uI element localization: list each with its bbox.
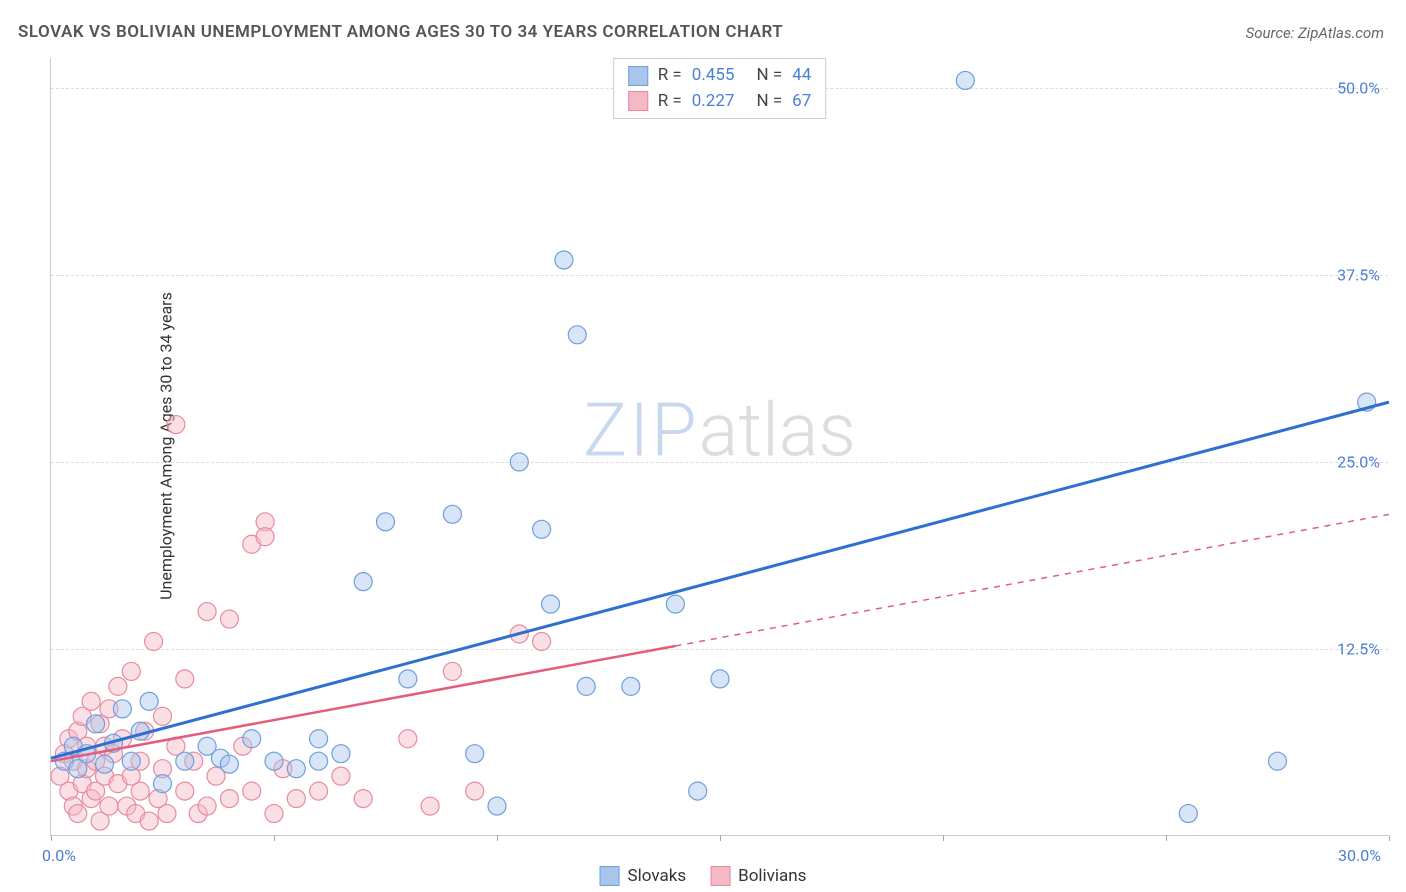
legend-item-bolivians: Bolivians — [710, 866, 806, 886]
data-point — [510, 453, 528, 471]
data-point — [220, 755, 238, 773]
data-point — [287, 760, 305, 778]
data-point — [158, 805, 176, 823]
data-point — [220, 610, 238, 628]
data-point — [399, 670, 417, 688]
data-point — [154, 775, 172, 793]
data-point — [377, 513, 395, 531]
data-point — [443, 662, 461, 680]
legend-label-slovaks: Slovaks — [628, 866, 687, 886]
stats-n-label: N = — [756, 63, 782, 89]
data-point — [310, 730, 328, 748]
data-point — [1269, 752, 1287, 770]
data-point — [310, 782, 328, 800]
data-point — [113, 700, 131, 718]
data-point — [542, 595, 560, 613]
chart-title: SLOVAK VS BOLIVIAN UNEMPLOYMENT AMONG AG… — [18, 22, 783, 42]
data-point — [140, 812, 158, 830]
data-point — [145, 633, 163, 651]
data-point — [122, 662, 140, 680]
trend-line — [51, 402, 1389, 758]
data-point — [488, 797, 506, 815]
data-point — [622, 677, 640, 695]
data-point — [443, 505, 461, 523]
data-point — [243, 730, 261, 748]
chart-container: SLOVAK VS BOLIVIAN UNEMPLOYMENT AMONG AG… — [0, 0, 1406, 892]
data-point — [421, 797, 439, 815]
data-point — [332, 745, 350, 763]
data-point — [140, 692, 158, 710]
data-point — [689, 782, 707, 800]
legend: Slovaks Bolivians — [600, 866, 807, 886]
data-point — [69, 805, 87, 823]
data-point — [82, 692, 100, 710]
data-point — [96, 755, 114, 773]
data-point — [176, 670, 194, 688]
x-min-label: 0.0% — [42, 846, 76, 865]
trend-line-dashed — [675, 514, 1389, 646]
plot-area: ZIPatlas 12.5%25.0%37.5%50.0% R = 0.455 … — [50, 58, 1388, 836]
stats-r-label: R = — [658, 63, 682, 89]
stats-row-slovaks: R = 0.455 N = 44 — [628, 63, 812, 89]
source-attribution: Source: ZipAtlas.com — [1246, 24, 1384, 42]
legend-swatch-bolivians — [710, 866, 730, 886]
data-point — [555, 251, 573, 269]
data-point — [122, 752, 140, 770]
data-point — [466, 745, 484, 763]
data-point — [176, 752, 194, 770]
data-point — [198, 797, 216, 815]
stats-n-label2: N = — [756, 89, 782, 115]
x-max-label: 30.0% — [1338, 846, 1381, 865]
data-point — [533, 520, 551, 538]
data-point — [568, 326, 586, 344]
data-point — [176, 782, 194, 800]
data-point — [100, 797, 118, 815]
stats-row-bolivians: R = 0.227 N = 67 — [628, 89, 812, 115]
data-point — [87, 715, 105, 733]
data-point — [109, 677, 127, 695]
data-point — [1179, 805, 1197, 823]
data-point — [666, 595, 684, 613]
data-point — [265, 752, 283, 770]
data-point — [354, 790, 372, 808]
data-point — [399, 730, 417, 748]
data-point — [220, 790, 238, 808]
legend-item-slovaks: Slovaks — [600, 866, 687, 886]
stats-r-label2: R = — [658, 89, 682, 115]
data-point — [956, 71, 974, 89]
stats-r-slovaks: 0.455 — [692, 63, 735, 89]
data-point — [243, 782, 261, 800]
data-point — [167, 416, 185, 434]
legend-label-bolivians: Bolivians — [738, 866, 806, 886]
legend-swatch-slovaks — [600, 866, 620, 886]
stats-r-bolivians: 0.227 — [692, 89, 735, 115]
data-point — [332, 767, 350, 785]
data-point — [287, 790, 305, 808]
data-point — [154, 707, 172, 725]
data-point — [131, 782, 149, 800]
data-point — [711, 670, 729, 688]
stats-swatch-bolivians — [628, 91, 648, 111]
correlation-stats-box: R = 0.455 N = 44 R = 0.227 N = 67 — [613, 58, 827, 119]
data-point — [354, 573, 372, 591]
data-point — [310, 752, 328, 770]
data-point — [577, 677, 595, 695]
stats-swatch-slovaks — [628, 66, 648, 86]
scatter-svg — [51, 58, 1388, 835]
data-point — [265, 805, 283, 823]
data-point — [198, 603, 216, 621]
stats-n-bolivians: 67 — [792, 89, 811, 115]
data-point — [466, 782, 484, 800]
data-point — [533, 633, 551, 651]
stats-n-slovaks: 44 — [792, 63, 811, 89]
data-point — [256, 528, 274, 546]
